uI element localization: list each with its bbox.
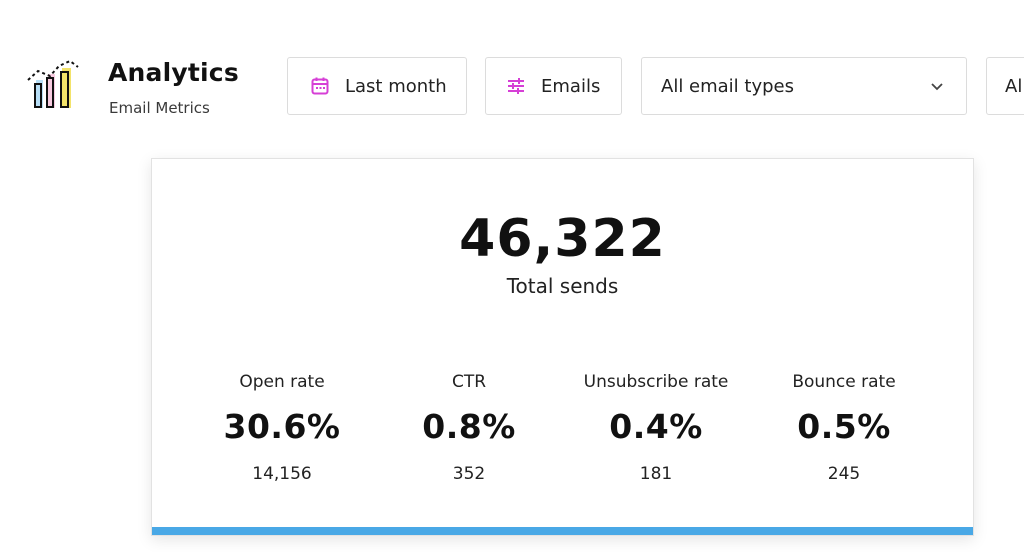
emails-filter[interactable]: Emails [485, 57, 622, 115]
metric-bounce-rate: Bounce rate 0.5% 245 [749, 372, 939, 484]
email-types-label: All email types [661, 75, 794, 97]
metric-label: Bounce rate [792, 372, 896, 392]
metric-value: 30.6% [223, 407, 341, 446]
sliders-icon [505, 75, 527, 97]
metric-ctr: CTR 0.8% 352 [374, 372, 564, 484]
metric-label: Unsubscribe rate [583, 372, 729, 392]
metric-count: 245 [827, 464, 861, 484]
email-types-select[interactable]: All email types [641, 57, 967, 115]
metric-label: CTR [451, 372, 487, 392]
email-metrics-card: 46,322 Total sends Open rate 30.6% 14,15… [151, 158, 974, 536]
metric-label: Open rate [239, 372, 325, 392]
date-range-filter[interactable]: Last month [287, 57, 467, 115]
metric-count: 14,156 [252, 464, 312, 484]
metric-open-rate: Open rate 30.6% 14,156 [187, 372, 377, 484]
total-sends-label: Total sends [506, 274, 619, 298]
analytics-bars-icon [26, 58, 82, 114]
calendar-icon [309, 75, 331, 97]
emails-filter-label: Emails [541, 75, 601, 97]
extra-filter-label: All [1005, 75, 1024, 97]
metric-unsubscribe-rate: Unsubscribe rate 0.4% 181 [561, 372, 751, 484]
metric-value: 0.5% [797, 407, 891, 446]
metric-count: 181 [639, 464, 673, 484]
metric-value: 0.4% [609, 407, 703, 446]
page-subtitle: Email Metrics [109, 99, 210, 117]
extra-filter-select[interactable]: All [986, 57, 1024, 115]
date-range-label: Last month [345, 75, 447, 97]
card-accent-bar [152, 527, 973, 535]
metric-count: 352 [452, 464, 486, 484]
total-sends-value: 46,322 [459, 209, 666, 269]
metric-value: 0.8% [422, 407, 516, 446]
chevron-down-icon [930, 76, 944, 97]
page-title: Analytics [108, 58, 239, 87]
